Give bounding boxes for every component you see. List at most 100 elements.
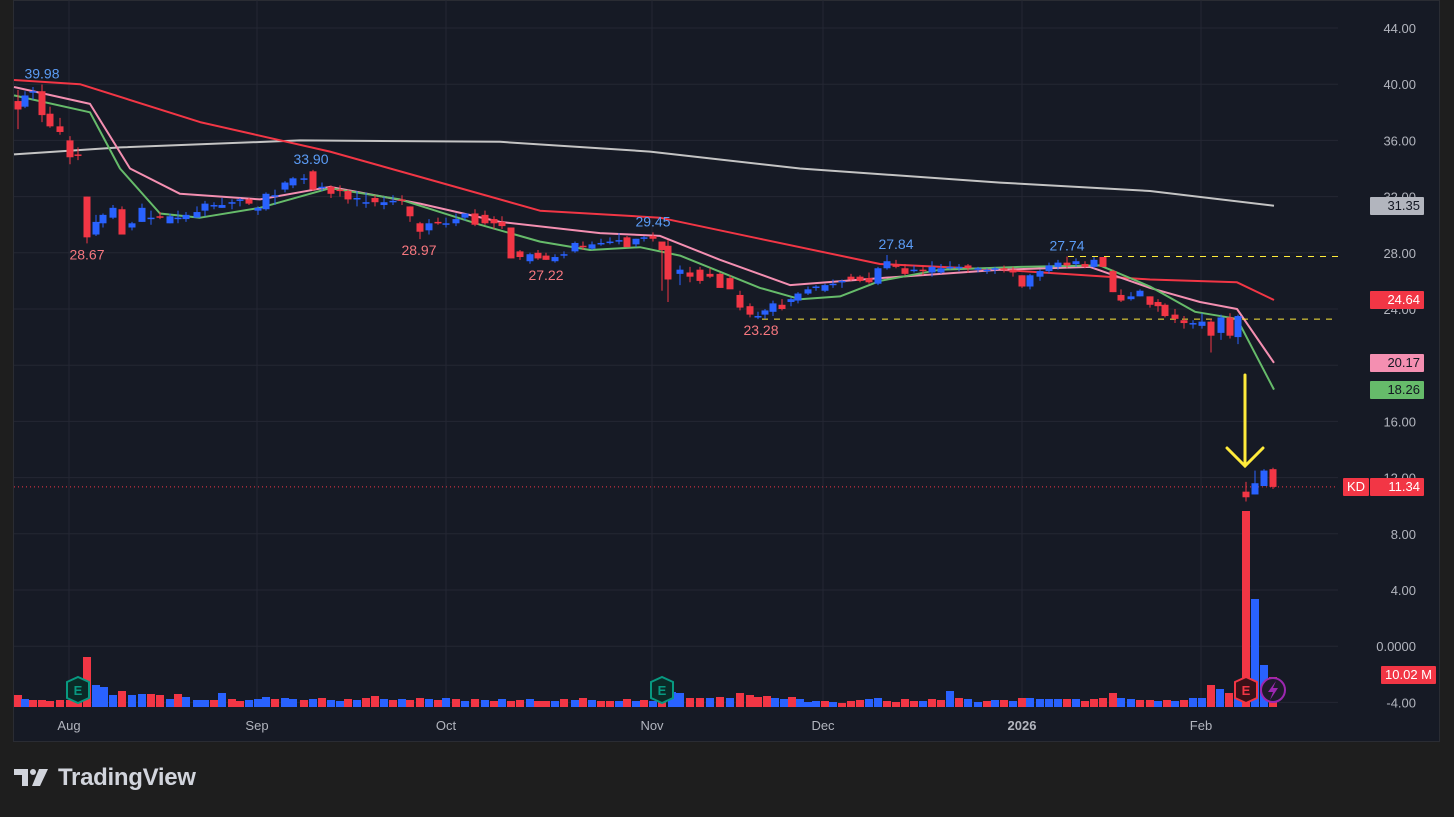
volume-bar	[874, 698, 882, 707]
volume-bar	[1026, 698, 1034, 707]
candle-body	[686, 272, 694, 277]
candle-body	[1217, 317, 1225, 333]
volume-bar	[865, 699, 873, 707]
candle-body	[812, 286, 820, 289]
candle-body	[706, 273, 714, 277]
candle-body	[507, 227, 515, 259]
volume-bar	[928, 699, 936, 707]
volume-bar	[910, 701, 918, 707]
candle-body	[1036, 271, 1044, 277]
volume-bar	[201, 700, 209, 707]
volume-bar	[883, 701, 891, 707]
candle-body	[46, 113, 54, 127]
volume-bar	[46, 701, 54, 707]
earnings-icon[interactable]: E	[650, 675, 674, 705]
candle-body	[300, 178, 308, 180]
candle-body	[201, 203, 209, 211]
volume-bar	[471, 699, 479, 707]
candle-body	[21, 95, 29, 107]
candle-body	[623, 237, 631, 248]
volume-bar	[1127, 699, 1135, 707]
candle-body	[193, 212, 201, 218]
volume-bar	[210, 700, 218, 707]
candle-body	[1090, 259, 1098, 267]
price-badge-1826: 18.26	[1370, 380, 1424, 399]
volume-bar	[588, 700, 596, 707]
arrow-down-icon[interactable]	[1225, 373, 1265, 469]
volume-bar	[398, 699, 406, 707]
volume-bar	[1018, 698, 1026, 707]
volume-bar	[442, 698, 450, 707]
volume-bar	[551, 701, 559, 707]
horizontal-levels[interactable]	[14, 255, 1338, 488]
candle-body	[452, 219, 460, 224]
candle-body	[615, 240, 623, 242]
svg-text:E: E	[658, 683, 667, 698]
candle-body	[736, 294, 744, 308]
candle-body	[821, 285, 829, 291]
candle-body	[1260, 470, 1268, 487]
candle-body	[1154, 301, 1162, 307]
ticker-badge: KD	[1342, 477, 1369, 496]
low-price-label: 28.67	[69, 246, 104, 262]
volume-bars	[14, 511, 1277, 707]
candle-body	[481, 214, 489, 224]
volume-bar	[1225, 693, 1233, 707]
price-badge-2464: 24.64	[1370, 291, 1424, 309]
volume-bar	[892, 702, 900, 707]
time-tick-label: 2026	[1008, 718, 1037, 733]
candle-body	[174, 217, 182, 220]
candle-body	[946, 266, 954, 269]
candle-body	[1251, 483, 1259, 495]
earnings-icon[interactable]: E	[66, 675, 90, 705]
time-axis[interactable]: Aug Sep Oct Nov Dec 2026 Feb	[57, 718, 1212, 733]
volume-bar	[193, 700, 201, 707]
volume-bar	[606, 701, 614, 707]
volume-bar	[228, 699, 236, 707]
candle-body	[336, 189, 344, 192]
volume-bar	[174, 694, 182, 707]
candle-body	[847, 276, 855, 280]
volume-bar	[1207, 685, 1215, 707]
candle-body	[716, 273, 724, 288]
candle-body	[138, 207, 146, 222]
volume-bar	[425, 699, 433, 707]
volume-bar	[147, 694, 155, 707]
candle-body	[910, 269, 918, 272]
volume-bar	[245, 700, 253, 707]
price-badge-3135: 31.35	[1370, 196, 1424, 215]
candle-body	[991, 268, 999, 270]
candle-body	[874, 268, 882, 284]
candle-body	[606, 241, 614, 244]
volume-bar	[946, 691, 954, 707]
down-arrow-annotation[interactable]	[1225, 373, 1265, 469]
earnings-icon[interactable]: E	[1234, 675, 1258, 705]
volume-bar	[623, 699, 631, 707]
candle-body	[398, 199, 406, 201]
volume-bar	[640, 700, 648, 707]
chart-panel[interactable]	[13, 0, 1440, 742]
lightning-icon[interactable]	[1260, 677, 1286, 703]
volume-bar	[788, 697, 796, 707]
tradingview-logo[interactable]: TradingView	[14, 764, 196, 792]
candle-body	[434, 221, 442, 224]
candle-body	[640, 237, 648, 239]
candle-body	[210, 205, 218, 207]
volume-bar	[507, 701, 515, 707]
time-tick-label: Aug	[57, 718, 80, 733]
volume-bar	[1081, 701, 1089, 707]
volume-bar	[821, 701, 829, 707]
volume-bar	[937, 700, 945, 707]
candle-body	[92, 221, 100, 235]
candle-body	[597, 242, 605, 245]
candle-body	[461, 213, 469, 218]
candle-body	[1000, 268, 1008, 270]
volume-bar	[38, 700, 46, 707]
candle-body	[56, 126, 64, 132]
volume-bar	[29, 700, 37, 707]
candle-body	[425, 223, 433, 231]
candle-body	[83, 196, 91, 238]
candle-body	[182, 214, 190, 220]
